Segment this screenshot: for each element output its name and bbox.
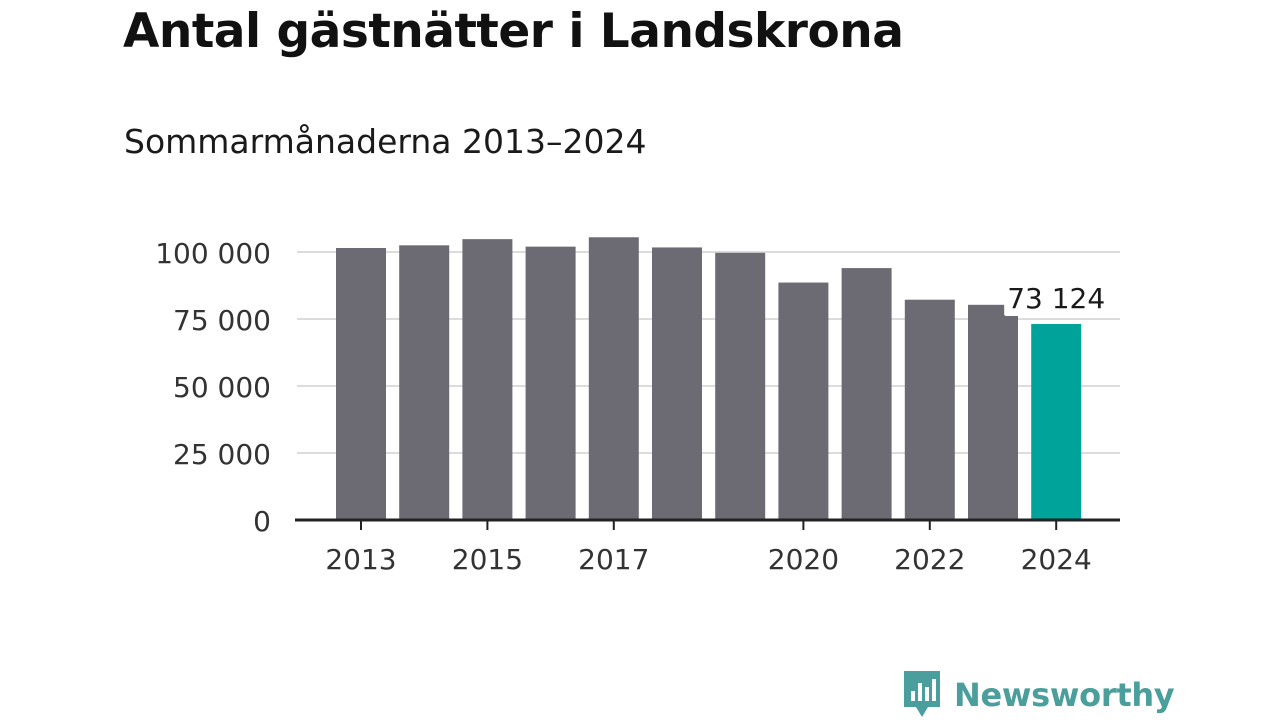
bar-2024 xyxy=(1031,324,1082,520)
y-axis-ticks: 0 25 000 50 000 75 000 100 000 xyxy=(155,237,271,538)
y-tick-label: 25 000 xyxy=(173,438,271,471)
bar-2015 xyxy=(462,239,513,521)
y-tick-label: 75 000 xyxy=(173,304,271,337)
bar-2019 xyxy=(715,252,766,520)
x-axis-ticks: 2013 2015 2017 2020 2022 2024 xyxy=(325,520,1092,576)
y-tick-label: 100 000 xyxy=(155,237,271,270)
newsworthy-brand: Newsworthy xyxy=(902,670,1175,720)
brand-name: Newsworthy xyxy=(954,676,1175,714)
bar-2020 xyxy=(778,282,829,520)
x-tick-label: 2022 xyxy=(894,543,965,576)
bar-2013 xyxy=(336,247,386,521)
chart-title: Antal gästnätter i Landskrona xyxy=(123,4,904,59)
bar-2017 xyxy=(588,237,639,520)
bars xyxy=(336,237,1082,521)
y-tick-label: 50 000 xyxy=(173,371,271,404)
bar-2021 xyxy=(841,268,892,520)
x-tick-label: 2013 xyxy=(325,543,396,576)
x-tick-label: 2020 xyxy=(768,543,839,576)
bar-2018 xyxy=(652,247,702,520)
bar-2022 xyxy=(904,299,955,520)
annotation-background xyxy=(1004,280,1109,317)
y-tick-label: 0 xyxy=(253,505,271,538)
annotations: 73 124 xyxy=(1004,280,1109,317)
bar-2016 xyxy=(525,246,576,520)
x-tick-label: 2015 xyxy=(452,543,523,576)
chart-subtitle: Sommarmånaderna 2013–2024 xyxy=(124,122,647,161)
x-tick-label: 2024 xyxy=(1021,543,1092,576)
newsworthy-logo-icon xyxy=(904,671,940,717)
data-label-2024: 73 124 xyxy=(1007,282,1105,315)
bar-2023 xyxy=(968,304,1018,520)
bar-2014 xyxy=(399,245,450,521)
x-tick-label: 2017 xyxy=(578,543,649,576)
